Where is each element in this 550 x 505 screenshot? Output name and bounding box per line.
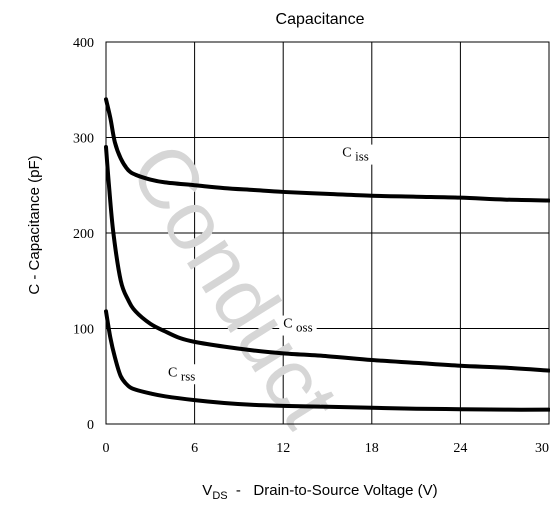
x-tick-label-1: 6 bbox=[191, 441, 198, 456]
x-axis-label-sub: DS bbox=[212, 490, 227, 502]
tick-labels: 0 100 200 300 400 0 6 12 18 24 30 bbox=[73, 36, 549, 456]
series-line-rss bbox=[104, 309, 550, 412]
series-line-iss bbox=[104, 97, 550, 203]
chart-title: Capacitance bbox=[276, 11, 365, 28]
curve-label-iss: C iss bbox=[342, 146, 369, 164]
curve-label-main: C bbox=[283, 317, 296, 332]
y-tick-label-4: 400 bbox=[73, 36, 94, 51]
curve-label-bg-rss bbox=[164, 364, 200, 385]
series-lines bbox=[104, 97, 550, 412]
x-axis-label-rest: - Drain-to-Source Voltage (V) bbox=[228, 482, 438, 499]
y-tick-label-1: 100 bbox=[73, 323, 94, 338]
curve-label-bg-iss bbox=[338, 144, 373, 165]
x-axis-label-main: V bbox=[202, 482, 212, 499]
x-tick-label-4: 24 bbox=[453, 441, 467, 456]
series-line-oss bbox=[104, 145, 550, 373]
curve-label-sub: iss bbox=[355, 149, 369, 164]
plot-frame bbox=[105, 41, 550, 425]
curve-label-bg-oss bbox=[279, 315, 317, 336]
x-axis-label: VDS - Drain-to-Source Voltage (V) bbox=[202, 482, 437, 502]
y-tick-label-2: 200 bbox=[73, 227, 94, 242]
x-tick-label-0: 0 bbox=[103, 441, 110, 456]
curve-label-oss: C oss bbox=[283, 317, 312, 335]
y-tick-label-0: 0 bbox=[87, 418, 94, 433]
curve-label-sub: oss bbox=[296, 320, 313, 335]
x-tick-label-3: 18 bbox=[365, 441, 379, 456]
x-tick-label-2: 12 bbox=[276, 441, 290, 456]
y-tick-label-3: 300 bbox=[73, 132, 94, 147]
y-axis-label: C - Capacitance (pF) bbox=[26, 155, 43, 294]
curve-label-main: C bbox=[168, 365, 181, 380]
curve-label-sub: rss bbox=[181, 368, 195, 383]
x-tick-label-5: 30 bbox=[535, 441, 549, 456]
curve-label-rss: C rss bbox=[168, 365, 195, 383]
curve-label-main: C bbox=[342, 146, 355, 161]
